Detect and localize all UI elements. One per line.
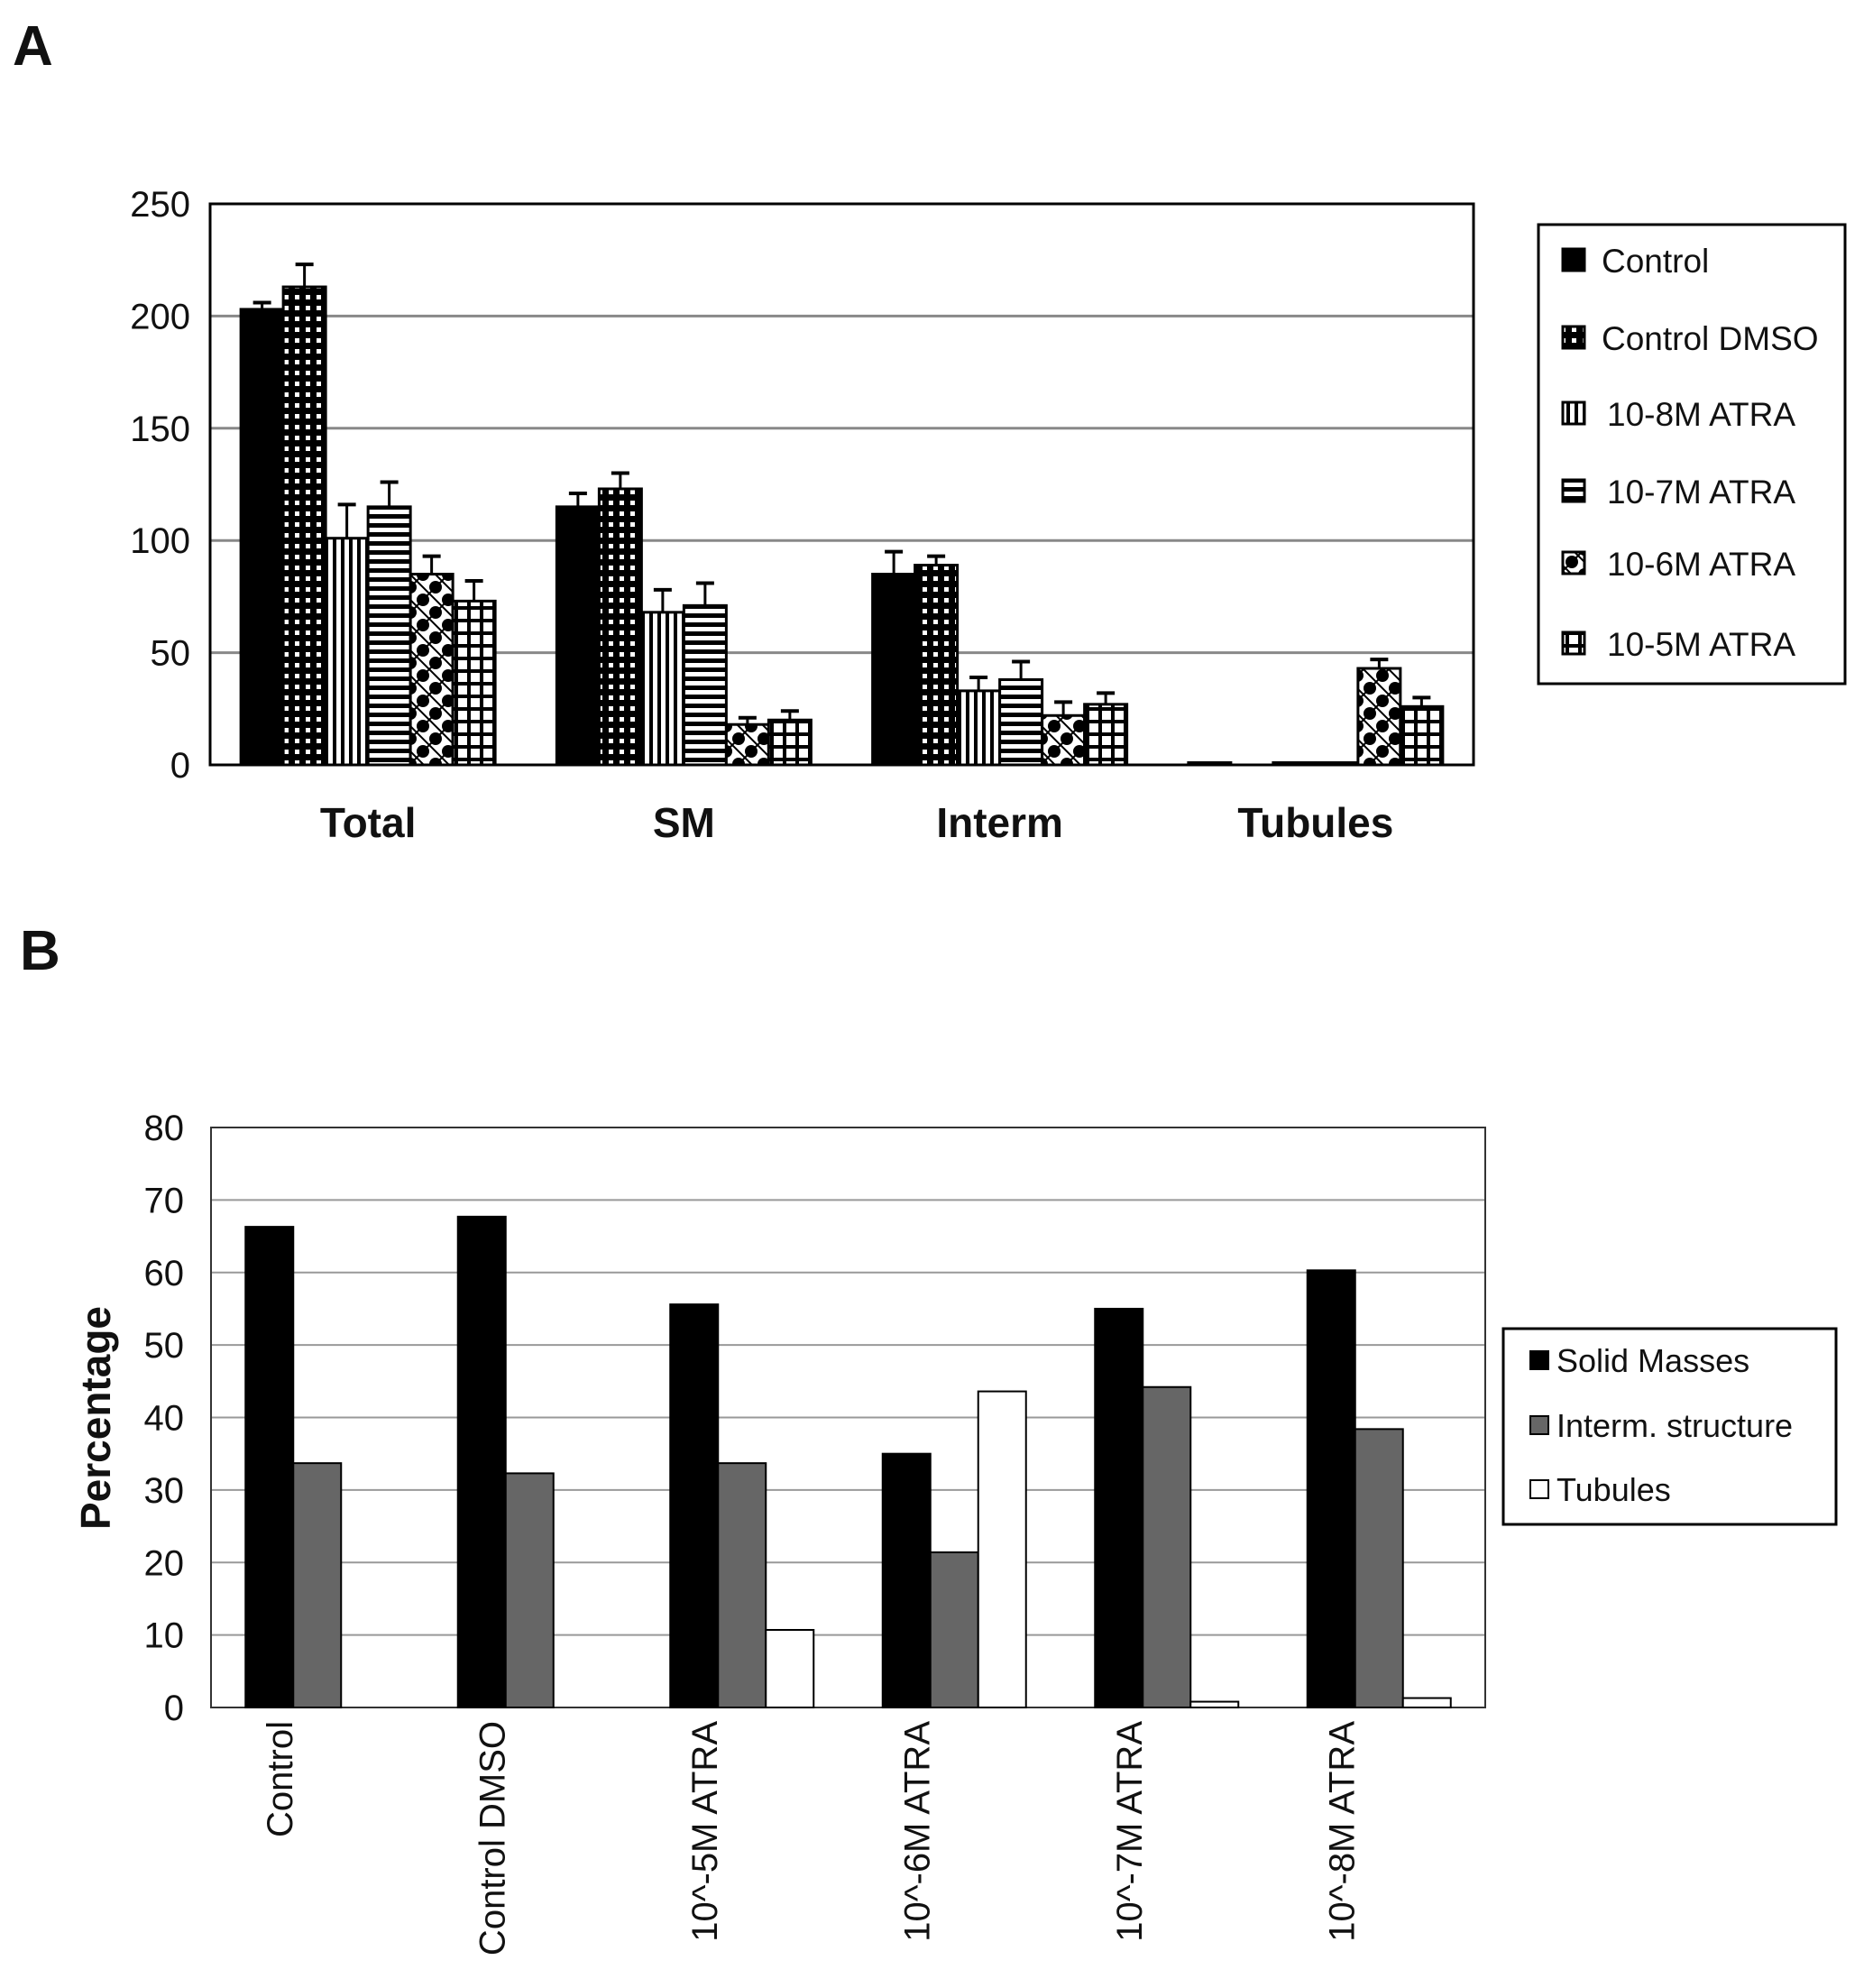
bar-dots xyxy=(1356,667,1402,767)
legend-box xyxy=(1501,1327,1838,1526)
y-tick-label: 0 xyxy=(164,1689,184,1728)
bar-tubules xyxy=(977,1390,1027,1708)
bar-interm-structure xyxy=(292,1462,343,1708)
bar-solid-masses xyxy=(456,1215,507,1708)
y-tick-label: 150 xyxy=(130,410,190,449)
bar-vertical xyxy=(639,611,685,767)
legend-swatch xyxy=(1561,325,1586,350)
legend-label: Tubules xyxy=(1556,1471,1671,1508)
bar-horizontal xyxy=(998,677,1044,767)
y-tick-label: 50 xyxy=(144,1326,185,1366)
legend-label: 10-7M ATRA xyxy=(1607,474,1795,511)
y-axis-label: Percentage xyxy=(72,1306,119,1530)
legend-label: Solid Masses xyxy=(1556,1342,1749,1379)
bar-horizontal xyxy=(366,505,412,767)
y-tick-label: 200 xyxy=(130,297,190,336)
legend-label: Control DMSO xyxy=(1602,320,1819,357)
x-category-label: SM xyxy=(653,799,715,846)
y-tick-label: 30 xyxy=(144,1471,185,1511)
bar-solid-masses xyxy=(669,1303,720,1708)
x-category-label: Tubules xyxy=(1237,799,1393,846)
bar-solid xyxy=(555,505,601,767)
y-tick-label: 20 xyxy=(144,1543,185,1583)
y-tick-label: 250 xyxy=(130,185,190,225)
x-category-label: Interm xyxy=(936,799,1063,846)
bar-horizontal xyxy=(682,603,728,767)
legend-swatch xyxy=(1529,1350,1549,1370)
bar-vertical xyxy=(956,689,1002,767)
panel-label-a: A xyxy=(13,15,53,78)
x-category-label: Control xyxy=(261,1721,300,1837)
bar-solid-masses xyxy=(881,1452,932,1708)
y-tick-label: 10 xyxy=(144,1616,185,1656)
bar-vertical xyxy=(1272,761,1318,767)
bar-solid xyxy=(1187,761,1233,767)
bar-vertical xyxy=(324,537,370,767)
bar-interm-structure xyxy=(929,1551,979,1709)
legend-swatch xyxy=(1561,400,1586,426)
bar-grid xyxy=(1399,704,1445,767)
legend-label: 10-8M ATRA xyxy=(1607,396,1795,433)
bar-dots xyxy=(1041,713,1087,767)
y-tick-label: 80 xyxy=(144,1109,185,1148)
bar-interm-structure xyxy=(717,1462,767,1708)
x-category-label: 10^-5M ATRA xyxy=(685,1721,725,1942)
legend-swatch xyxy=(1561,550,1586,575)
bar-solid xyxy=(871,573,917,767)
bar-solid-masses xyxy=(1094,1307,1144,1708)
x-category-label: 10^-6M ATRA xyxy=(898,1721,938,1942)
legend-label: 10-5M ATRA xyxy=(1607,626,1795,663)
x-category-label: Total xyxy=(320,799,416,846)
y-tick-label: 50 xyxy=(151,634,191,674)
bar-tubules xyxy=(1189,1700,1240,1708)
legend-label: Interm. structure xyxy=(1556,1407,1793,1444)
plot-frame xyxy=(208,202,1475,767)
x-category-label: 10^-7M ATRA xyxy=(1110,1721,1150,1942)
panel-label-b: B xyxy=(20,920,60,982)
y-tick-label: 0 xyxy=(170,746,190,786)
bar-interm-structure xyxy=(1142,1385,1192,1709)
legend-label: Control xyxy=(1602,243,1709,280)
bar-dots xyxy=(409,573,455,767)
plot-frame xyxy=(210,1127,1486,1708)
legend-swatch xyxy=(1561,478,1586,503)
bar-checker xyxy=(914,564,960,767)
bar-solid-masses xyxy=(1306,1269,1356,1708)
x-category-label: Control DMSO xyxy=(473,1721,513,1956)
bar-checker xyxy=(597,487,643,767)
bar-tubules xyxy=(765,1628,815,1709)
legend-swatch xyxy=(1561,247,1586,272)
bar-interm-structure xyxy=(504,1472,555,1709)
bar-tubules xyxy=(1401,1697,1452,1709)
bar-horizontal xyxy=(1314,761,1360,767)
chart-b: 0 10 20 30 40 50 60 70 80 Percentage Control Contro… xyxy=(72,1109,1838,1956)
legend-label: 10-6M ATRA xyxy=(1607,546,1795,583)
bar-solid-masses xyxy=(244,1226,295,1708)
bar-grid xyxy=(1083,703,1129,767)
y-tick-label: 100 xyxy=(130,521,190,561)
bar-dots xyxy=(724,722,770,767)
x-category-label: 10^-8M ATRA xyxy=(1323,1721,1363,1942)
legend-swatch xyxy=(1561,630,1586,656)
bar-solid xyxy=(239,308,285,767)
bar-checker xyxy=(281,285,327,767)
legend-swatch xyxy=(1529,1415,1549,1435)
legend-swatch xyxy=(1529,1479,1549,1499)
bar-grid xyxy=(451,599,497,767)
y-tick-label: 70 xyxy=(144,1181,185,1220)
y-tick-label: 60 xyxy=(144,1254,185,1293)
legend-box xyxy=(1537,223,1847,686)
bar-interm-structure xyxy=(1354,1428,1404,1708)
bar-grid xyxy=(767,718,813,767)
chart-a: 0 50 100 150 200 250 Total SM Interm Tubules Contr… xyxy=(130,185,1847,846)
y-tick-label: 40 xyxy=(144,1399,185,1439)
